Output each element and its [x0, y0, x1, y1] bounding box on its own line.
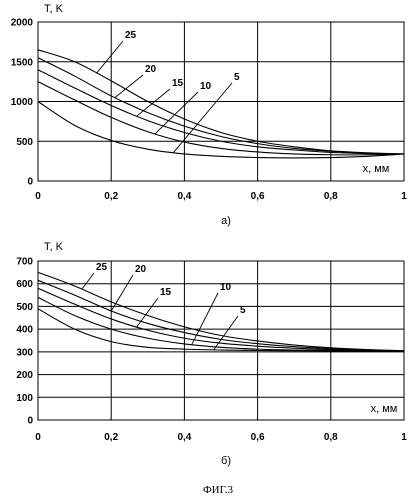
- series-line-15: [37, 287, 405, 352]
- series-line-5: [37, 101, 405, 159]
- x-tick-label: 0,2: [104, 191, 118, 202]
- x-tick-label: 0,4: [177, 191, 191, 202]
- series-leader-15: [136, 88, 171, 117]
- y-axis-label: T, K: [44, 241, 64, 253]
- x-tick-label: 0,6: [251, 432, 265, 443]
- series-label-10: 10: [200, 81, 212, 92]
- y-tick-label: 500: [16, 137, 33, 148]
- series-leader-25: [96, 40, 124, 74]
- series-line-25: [37, 271, 405, 352]
- series-line-20: [37, 57, 405, 155]
- figure-caption: ФИГ.3: [203, 484, 234, 496]
- x-tick-label: 0,6: [251, 191, 265, 202]
- x-tick-label: 0: [35, 432, 41, 443]
- series-label-20: 20: [135, 264, 147, 275]
- series-leader-15: [136, 297, 159, 328]
- panel-a-caption: а): [221, 215, 231, 227]
- series-label-25: 25: [125, 30, 137, 41]
- series-label-25: 25: [96, 262, 108, 273]
- y-tick-label: 1500: [11, 57, 34, 68]
- y-tick-label: 600: [16, 279, 33, 290]
- series-line-10: [37, 81, 405, 156]
- series-line-15: [37, 69, 405, 155]
- y-tick-label: 300: [16, 347, 33, 358]
- x-axis-label: x, мм: [363, 163, 390, 175]
- series-label-15: 15: [160, 287, 172, 298]
- y-tick-label: 700: [16, 257, 33, 268]
- y-tick-label: 100: [16, 393, 33, 404]
- series-leader-5: [173, 82, 233, 153]
- x-tick-label: 0,8: [324, 191, 338, 202]
- y-tick-label: 0: [27, 177, 33, 188]
- series-line-20: [37, 279, 405, 352]
- series-leader-10: [191, 292, 219, 345]
- x-tick-label: 1: [401, 191, 407, 202]
- panel-b-caption: б): [221, 455, 231, 467]
- series-line-10: [37, 296, 405, 352]
- y-tick-label: 1000: [11, 97, 34, 108]
- y-tick-label: 500: [16, 302, 33, 313]
- series-leader-25: [81, 272, 95, 290]
- series-line-25: [37, 49, 405, 155]
- y-tick-label: 0: [27, 416, 33, 427]
- series-label-10: 10: [220, 282, 232, 293]
- series-leader-20: [110, 274, 134, 312]
- y-tick-label: 2000: [11, 18, 34, 29]
- series-leader-10: [154, 91, 199, 135]
- x-tick-label: 0: [35, 191, 41, 202]
- series-line-5: [37, 308, 405, 352]
- y-tick-label: 200: [16, 370, 33, 381]
- x-tick-label: 0,4: [177, 432, 191, 443]
- series-label-5: 5: [240, 305, 246, 316]
- series-label-15: 15: [172, 78, 184, 89]
- series-leader-5: [213, 315, 239, 351]
- plot-frame: [37, 260, 405, 421]
- series-label-20: 20: [145, 64, 157, 75]
- series-label-5: 5: [234, 72, 240, 83]
- y-tick-label: 400: [16, 325, 33, 336]
- x-tick-label: 0,2: [104, 432, 118, 443]
- x-tick-label: 0,8: [324, 432, 338, 443]
- series-leader-20: [114, 74, 144, 98]
- chart-panel-b: 0 100 200 300 400 500 600 700 0 0,2 0,4 0,6 0,8 1 T, K…: [16, 241, 407, 443]
- x-axis-label: x, мм: [371, 403, 398, 415]
- chart-panel-a: 0 500 1000 1500 2000 0 0,2 0,4 0,6 0,8 1 T, K x, мм 5…: [11, 3, 407, 202]
- y-axis-label: T, K: [44, 3, 64, 15]
- x-tick-label: 1: [401, 432, 407, 443]
